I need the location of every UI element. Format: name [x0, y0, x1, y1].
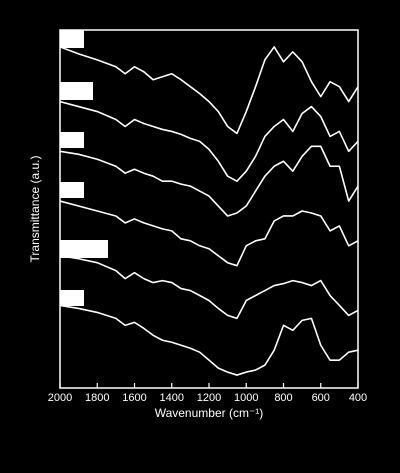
spectrum-line [59, 100, 359, 182]
x-tick-label: 1600 [122, 392, 146, 404]
x-tick-label: 1000 [234, 392, 258, 404]
x-axis-label: Wavenumber (cm⁻¹) [155, 406, 264, 420]
label-box [60, 132, 84, 148]
x-tick-label: 600 [312, 392, 330, 404]
label-box [60, 182, 84, 198]
label-box [60, 82, 93, 100]
x-tick-label: 1200 [197, 392, 221, 404]
y-axis-label: Transmittance (a.u.) [28, 156, 42, 263]
spectrum-line [59, 254, 359, 320]
spectrum-line [59, 46, 359, 135]
spectrum-line [59, 200, 359, 267]
label-box [60, 30, 84, 48]
x-tick-label: 2000 [48, 392, 72, 404]
label-boxes [60, 30, 108, 306]
label-box [60, 290, 84, 306]
spectrum-line [59, 304, 359, 376]
x-tick-label: 400 [349, 392, 367, 404]
x-tick-label: 1800 [85, 392, 109, 404]
x-tick-label: 1400 [160, 392, 184, 404]
label-box [60, 240, 108, 258]
spectrum-line [59, 145, 359, 217]
x-tick-label: 800 [274, 392, 292, 404]
